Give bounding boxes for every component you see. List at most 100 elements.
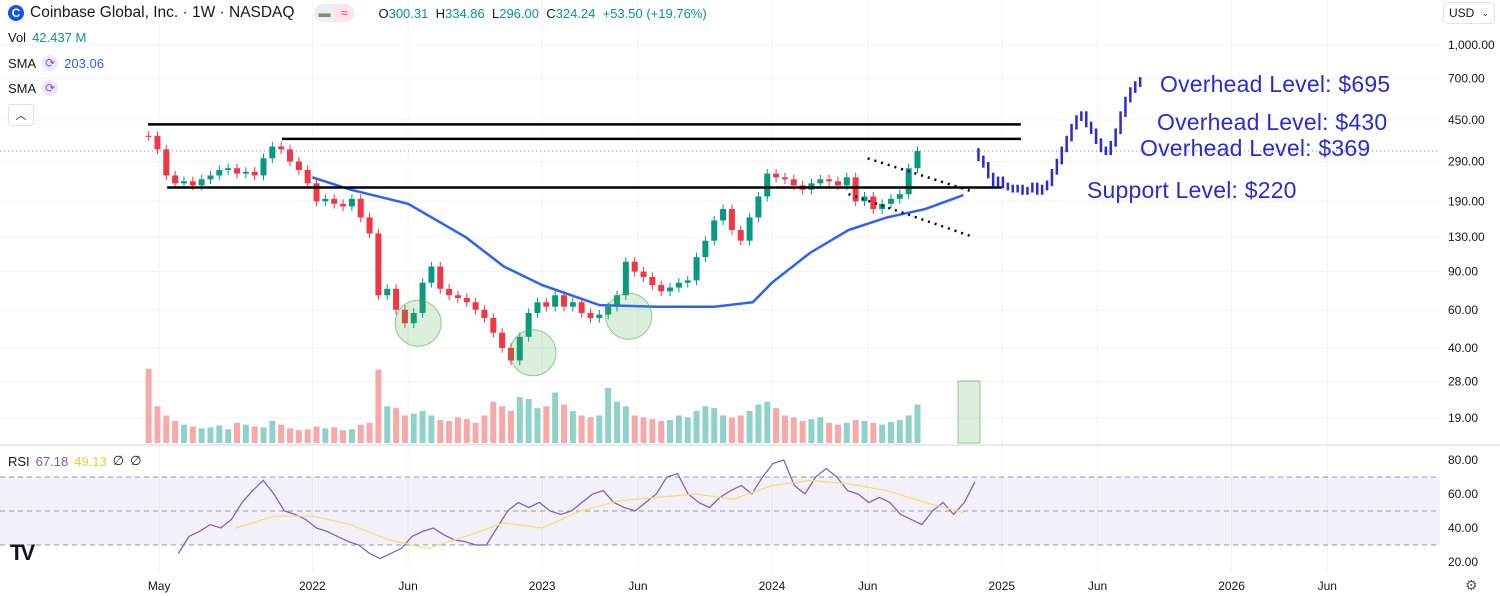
price-tick-label: 28.00 bbox=[1448, 375, 1478, 389]
chevron-down-icon: ⌄ bbox=[1481, 7, 1489, 18]
candle bbox=[605, 306, 612, 315]
volume-bar bbox=[251, 426, 258, 443]
highlight-circle bbox=[394, 299, 442, 347]
price-tick-label: 700.00 bbox=[1448, 72, 1485, 86]
volume-bar bbox=[702, 406, 709, 443]
price-tick-label: 90.00 bbox=[1448, 265, 1478, 279]
volume-bar bbox=[658, 420, 665, 443]
volume-bar bbox=[879, 424, 886, 443]
time-tick-label: Jun bbox=[1088, 579, 1107, 593]
legend-toggle[interactable]: ▬ ≈ bbox=[314, 4, 355, 22]
candle bbox=[287, 149, 294, 162]
volume-bar bbox=[861, 420, 868, 443]
coinbase-logo-icon: C bbox=[8, 5, 24, 21]
minus-icon[interactable]: ▬ bbox=[314, 4, 335, 22]
currency-select[interactable]: USD ⌄ bbox=[1443, 2, 1495, 24]
candle bbox=[870, 196, 877, 210]
rsi-tick-label: 40.00 bbox=[1448, 521, 1478, 535]
volume-bar bbox=[587, 417, 594, 443]
time-tick-label: May bbox=[148, 579, 171, 593]
candle bbox=[242, 171, 249, 174]
volume-bar bbox=[180, 424, 187, 443]
wedge-line bbox=[848, 192, 974, 239]
volume-bar bbox=[446, 420, 453, 443]
settings-icon[interactable]: ⚙ bbox=[1465, 577, 1478, 593]
time-tick-label: Jun bbox=[858, 579, 877, 593]
time-tick-label: 2023 bbox=[529, 579, 556, 593]
candle bbox=[843, 177, 850, 186]
candle bbox=[401, 309, 408, 324]
candle bbox=[746, 217, 753, 241]
candle bbox=[587, 312, 594, 318]
candle bbox=[393, 288, 400, 310]
volume-bar bbox=[799, 420, 806, 443]
volume-bar bbox=[463, 419, 470, 443]
volume-bar bbox=[401, 415, 408, 443]
candle bbox=[905, 168, 912, 195]
volume-value: 42.437 M bbox=[32, 30, 87, 45]
candle bbox=[861, 196, 868, 202]
candle bbox=[720, 209, 727, 221]
symbol-title[interactable]: Coinbase Global, Inc. · 1W · NASDAQ bbox=[30, 4, 295, 21]
volume-bar bbox=[366, 422, 373, 443]
candle bbox=[552, 295, 559, 307]
volume-bar bbox=[145, 368, 152, 443]
volume-bar bbox=[189, 426, 196, 443]
candle bbox=[667, 287, 674, 292]
volume-bar bbox=[843, 422, 850, 443]
volume-highlight bbox=[957, 380, 981, 444]
volume-bar bbox=[410, 413, 417, 443]
candle bbox=[826, 179, 833, 182]
volume-bar bbox=[393, 408, 400, 443]
volume-bar bbox=[781, 415, 788, 443]
time-tick-label: 2026 bbox=[1218, 579, 1245, 593]
volume-bar bbox=[225, 429, 232, 443]
highlight-circle bbox=[605, 292, 653, 340]
volume-bar bbox=[207, 427, 214, 443]
candle bbox=[172, 175, 179, 184]
volume-bar bbox=[534, 408, 541, 443]
candle bbox=[366, 217, 373, 234]
ohlc-values: O300.31 H334.86 L296.00 C324.24 +53.50 (… bbox=[378, 5, 707, 21]
approx-icon[interactable]: ≈ bbox=[334, 4, 355, 22]
highlight-circle bbox=[509, 329, 557, 377]
volume-bar bbox=[640, 417, 647, 443]
time-tick-label: 2022 bbox=[299, 579, 326, 593]
candle bbox=[755, 196, 762, 218]
volume-bar bbox=[552, 392, 559, 443]
volume-bar bbox=[560, 404, 567, 443]
candle bbox=[781, 177, 788, 180]
candle bbox=[614, 295, 621, 307]
volume-bar bbox=[711, 408, 718, 443]
tradingview-logo[interactable]: TV bbox=[10, 540, 35, 565]
candle bbox=[728, 209, 735, 231]
volume-bar bbox=[746, 410, 753, 443]
candle bbox=[295, 161, 302, 170]
price-tick-label: 1,000.00 bbox=[1448, 38, 1495, 52]
candle bbox=[419, 282, 426, 313]
volume-bar bbox=[667, 420, 674, 443]
volume-bar bbox=[499, 406, 506, 443]
volume-bar bbox=[516, 397, 523, 443]
volume-bar bbox=[887, 421, 894, 443]
price-tick-label: 130.00 bbox=[1448, 230, 1485, 244]
refresh-icon[interactable]: ⟳ bbox=[42, 80, 59, 96]
volume-bar bbox=[896, 420, 903, 443]
chevron-up-icon: ︿ bbox=[15, 110, 27, 122]
time-tick-label: 2024 bbox=[759, 579, 786, 593]
sma-line bbox=[311, 176, 964, 308]
candle bbox=[790, 179, 797, 186]
candle bbox=[481, 309, 488, 318]
volume-bar bbox=[684, 417, 691, 443]
volume-bar bbox=[817, 417, 824, 443]
volume-bar bbox=[675, 415, 682, 443]
collapse-legend-button[interactable]: ︿ bbox=[8, 104, 34, 126]
candle bbox=[189, 181, 196, 186]
candle bbox=[658, 285, 665, 292]
volume-bar bbox=[287, 428, 294, 443]
refresh-icon[interactable]: ⟳ bbox=[42, 55, 59, 71]
price-tick-label: 40.00 bbox=[1448, 341, 1478, 355]
candle bbox=[340, 203, 347, 207]
volume-bar bbox=[172, 420, 179, 443]
